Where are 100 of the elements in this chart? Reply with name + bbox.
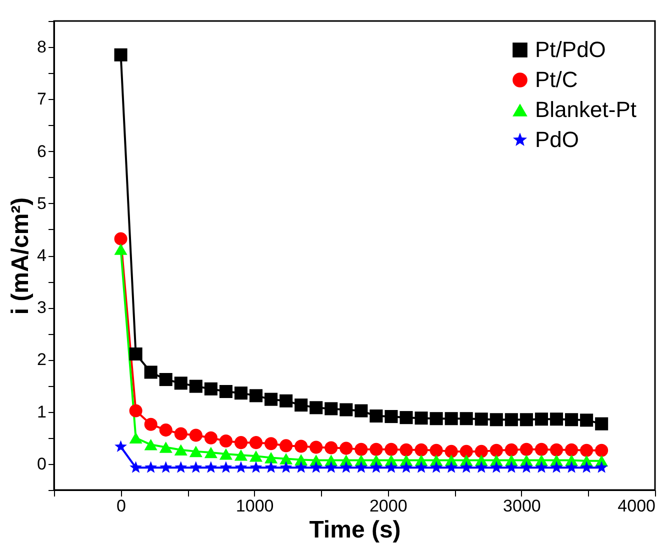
point bbox=[204, 446, 218, 458]
point bbox=[114, 440, 127, 452]
point bbox=[384, 410, 398, 424]
y-tick-label: 3 bbox=[37, 298, 46, 318]
point bbox=[204, 461, 218, 473]
point bbox=[219, 434, 232, 448]
point bbox=[264, 461, 278, 473]
point bbox=[249, 436, 263, 450]
point bbox=[174, 376, 188, 390]
point bbox=[550, 412, 564, 426]
point bbox=[310, 401, 323, 414]
point bbox=[400, 461, 412, 473]
point bbox=[534, 442, 548, 456]
point bbox=[504, 413, 518, 426]
point bbox=[565, 443, 578, 456]
point bbox=[414, 412, 428, 425]
point bbox=[520, 413, 533, 426]
legend-label: PdO bbox=[535, 127, 580, 152]
point bbox=[505, 461, 518, 473]
point bbox=[144, 439, 158, 450]
point bbox=[294, 398, 308, 412]
point bbox=[460, 444, 473, 458]
point bbox=[130, 461, 142, 473]
y-tick-label: 0 bbox=[37, 454, 46, 474]
point bbox=[160, 461, 172, 473]
point bbox=[414, 443, 428, 456]
point bbox=[595, 461, 608, 473]
point bbox=[370, 461, 382, 473]
point bbox=[445, 461, 458, 473]
legend-label: Pt/PdO bbox=[535, 37, 606, 62]
point bbox=[144, 418, 158, 431]
point bbox=[444, 444, 458, 458]
legend-label: Pt/C bbox=[535, 67, 578, 92]
point bbox=[400, 443, 413, 456]
point bbox=[204, 382, 218, 396]
legend-label: Blanket-Pt bbox=[535, 97, 636, 122]
point bbox=[234, 386, 248, 400]
point bbox=[490, 444, 503, 457]
x-tick-label: 1000 bbox=[236, 496, 274, 516]
point bbox=[550, 461, 563, 473]
point bbox=[415, 461, 428, 473]
point bbox=[280, 461, 292, 473]
point bbox=[490, 461, 503, 473]
point bbox=[340, 461, 352, 473]
point bbox=[174, 427, 188, 440]
x-tick-label: 4000 bbox=[618, 496, 656, 516]
point bbox=[144, 461, 158, 473]
point bbox=[250, 461, 262, 473]
point bbox=[340, 442, 353, 455]
point bbox=[490, 413, 503, 426]
point bbox=[384, 442, 398, 456]
point bbox=[234, 436, 248, 450]
point bbox=[219, 384, 232, 398]
point bbox=[460, 461, 473, 473]
point bbox=[189, 446, 202, 458]
point bbox=[219, 448, 232, 460]
x-axis-title: Time (s) bbox=[309, 516, 401, 544]
point bbox=[580, 414, 594, 427]
point bbox=[430, 444, 443, 457]
point bbox=[444, 412, 458, 426]
y-tick-label: 5 bbox=[37, 194, 46, 213]
x-tick-label: 3000 bbox=[503, 496, 541, 516]
point bbox=[159, 442, 172, 453]
point bbox=[520, 461, 533, 473]
point bbox=[264, 437, 278, 450]
point bbox=[504, 443, 518, 456]
point bbox=[144, 366, 158, 379]
y-tick-label: 7 bbox=[37, 90, 46, 109]
point bbox=[354, 404, 368, 418]
point bbox=[174, 444, 188, 456]
point bbox=[475, 461, 488, 473]
x-tick-label: 2000 bbox=[369, 496, 408, 516]
point bbox=[114, 244, 128, 255]
point bbox=[580, 461, 593, 473]
point bbox=[234, 449, 248, 461]
point bbox=[565, 461, 578, 473]
point bbox=[430, 461, 443, 473]
point bbox=[129, 404, 142, 418]
y-tick-label: 4 bbox=[37, 246, 46, 265]
point bbox=[595, 417, 608, 430]
point bbox=[190, 461, 202, 473]
y-tick-label: 1 bbox=[37, 402, 46, 422]
point bbox=[534, 412, 548, 426]
point bbox=[460, 412, 473, 426]
y-tick-label: 6 bbox=[37, 142, 46, 161]
point bbox=[189, 380, 202, 393]
point bbox=[474, 412, 488, 426]
point bbox=[264, 452, 278, 464]
point bbox=[340, 403, 353, 416]
point bbox=[174, 461, 188, 473]
point bbox=[324, 461, 338, 473]
point bbox=[535, 461, 548, 473]
point bbox=[159, 424, 172, 437]
point bbox=[400, 411, 413, 424]
y-tick-label: 8 bbox=[37, 38, 46, 57]
point bbox=[280, 453, 293, 464]
point bbox=[595, 444, 608, 457]
point bbox=[310, 461, 322, 473]
y-tick-label: 2 bbox=[37, 350, 46, 370]
point bbox=[220, 461, 232, 473]
